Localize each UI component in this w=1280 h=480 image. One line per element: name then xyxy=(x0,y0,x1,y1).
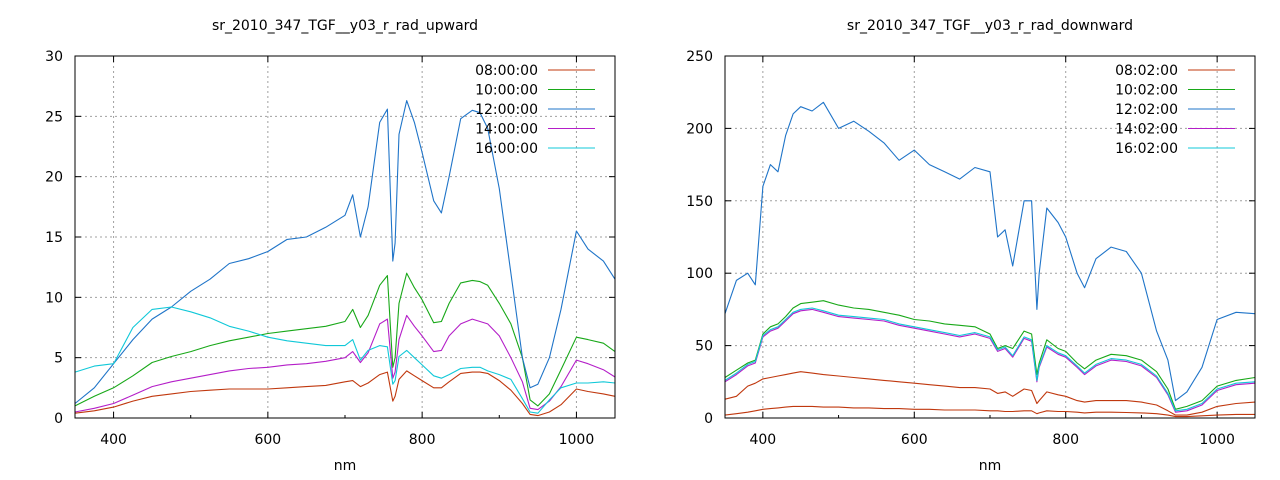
chart-title: sr_2010_347_TGF__y03_r_rad_upward xyxy=(212,18,478,34)
y-tick-label: 200 xyxy=(686,121,713,137)
x-tick-label: 600 xyxy=(254,432,281,448)
series-line-140200 xyxy=(724,308,1256,413)
x-tick-label: 400 xyxy=(100,432,127,448)
legend-label: 12:02:00 xyxy=(1115,102,1178,118)
plot-frame xyxy=(724,55,1256,419)
y-tick-label: 10 xyxy=(45,290,63,306)
y-tick-label: 5 xyxy=(54,351,63,367)
chart-panel-upward: sr_2010_347_TGF__y03_r_rad_upward 0 5 10 15 2… xyxy=(45,18,616,474)
legend-label: 08:00:00 xyxy=(475,63,538,79)
y-tick-label: 15 xyxy=(45,230,63,246)
x-tick-label: 1000 xyxy=(1199,432,1235,448)
legend-label: 16:00:00 xyxy=(475,141,538,157)
series-line-secondary xyxy=(724,371,1256,416)
y-tick-label: 0 xyxy=(54,411,63,427)
x-axis-label: nm xyxy=(979,458,1002,474)
legend-label: 12:00:00 xyxy=(475,102,538,118)
y-tick-label: 30 xyxy=(45,49,63,65)
legend-label: 10:02:00 xyxy=(1115,83,1178,99)
y-tick-label: 50 xyxy=(695,339,713,355)
series-line-100000 xyxy=(74,272,616,407)
x-tick-label: 1000 xyxy=(559,432,595,448)
y-tick-label: 25 xyxy=(45,109,63,125)
series-line-140000 xyxy=(74,314,616,413)
legend-label: 10:00:00 xyxy=(475,83,538,99)
series-line-080000 xyxy=(74,370,616,417)
plot-frame xyxy=(74,55,616,419)
series-line-160000 xyxy=(74,306,616,414)
y-tick-label: 100 xyxy=(686,266,713,282)
series-line-080200 xyxy=(724,405,1255,418)
x-tick-label: 800 xyxy=(1052,432,1079,448)
x-tick-label: 600 xyxy=(901,432,928,448)
chart-panel-downward: sr_2010_347_TGF__y03_r_rad_downward 0 50 10… xyxy=(686,18,1256,474)
series-line-120200 xyxy=(724,101,1256,402)
y-tick-label: 0 xyxy=(704,411,713,427)
series-line-100200 xyxy=(724,300,1256,410)
y-tick-label: 20 xyxy=(45,170,63,186)
legend-label: 14:02:00 xyxy=(1115,122,1178,138)
legend-label: 16:02:00 xyxy=(1115,141,1178,157)
series-line-120000 xyxy=(74,100,616,404)
y-tick-label: 150 xyxy=(686,194,713,210)
x-axis-label: nm xyxy=(334,458,357,474)
y-tick-label: 250 xyxy=(686,49,713,65)
x-tick-label: 400 xyxy=(749,432,776,448)
legend-label: 14:00:00 xyxy=(475,122,538,138)
chart-title: sr_2010_347_TGF__y03_r_rad_downward xyxy=(847,18,1133,34)
series-line-160200 xyxy=(724,307,1256,412)
x-tick-label: 800 xyxy=(409,432,436,448)
legend-label: 08:02:00 xyxy=(1115,63,1178,79)
